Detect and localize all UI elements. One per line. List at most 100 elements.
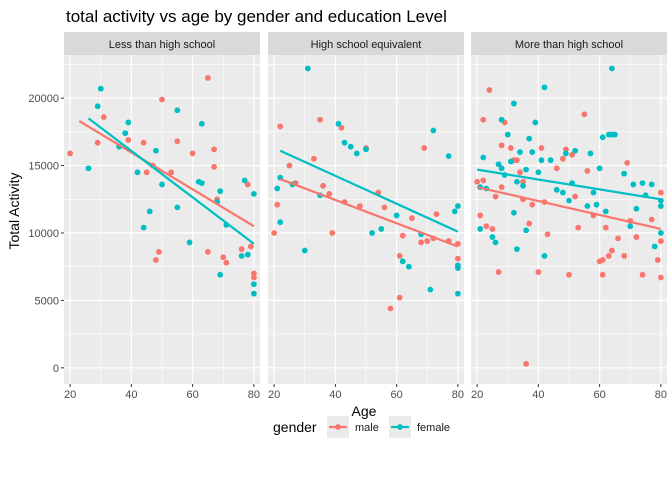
- data-point-female: [559, 189, 566, 196]
- data-point-male: [569, 151, 575, 158]
- data-point-female: [198, 180, 205, 186]
- data-point-female: [596, 165, 603, 172]
- data-point-female: [529, 149, 536, 155]
- data-point-male: [584, 168, 591, 174]
- x-tick-label: 60: [594, 389, 606, 401]
- data-point-male: [602, 224, 609, 231]
- data-point-male: [454, 255, 461, 262]
- data-point-male: [250, 270, 257, 277]
- data-point-male: [277, 123, 284, 130]
- data-point-male: [657, 274, 664, 281]
- data-point-male: [559, 155, 566, 162]
- data-point-male: [274, 201, 281, 208]
- data-point-female: [277, 219, 284, 226]
- data-point-female: [587, 150, 594, 157]
- data-point-female: [648, 181, 655, 188]
- data-point-female: [198, 120, 205, 127]
- x-tick-label: 40: [125, 389, 137, 401]
- data-point-male: [654, 257, 661, 263]
- data-point-male: [538, 145, 545, 151]
- y-tick-label: 5000: [35, 295, 59, 307]
- legend-item-female: female: [389, 416, 450, 438]
- data-point-female: [538, 157, 545, 164]
- data-point-male: [498, 142, 505, 149]
- data-point-female: [599, 134, 606, 141]
- data-point-female: [238, 253, 245, 259]
- data-point-female: [427, 286, 434, 293]
- data-point-male: [477, 212, 484, 219]
- trend-line-female: [476, 168, 662, 201]
- data-point-female: [612, 131, 618, 138]
- data-point-male: [238, 246, 245, 253]
- data-point-female: [639, 180, 646, 186]
- data-point-male: [529, 201, 536, 208]
- data-point-male: [356, 203, 363, 209]
- facet-strip-label: Less than high school: [109, 39, 215, 51]
- data-point-male: [498, 184, 505, 191]
- data-point-male: [211, 164, 217, 170]
- data-point-female: [378, 226, 385, 232]
- data-point-male: [535, 269, 542, 275]
- data-point-male: [205, 75, 211, 81]
- data-point-female: [541, 253, 548, 259]
- data-point-female: [94, 103, 101, 110]
- data-point-female: [523, 227, 530, 234]
- x-tick-label: 40: [329, 389, 341, 401]
- data-point-male: [100, 114, 107, 120]
- x-tick-label: 40: [532, 389, 544, 401]
- data-point-female: [553, 186, 560, 193]
- data-point-female: [590, 189, 597, 196]
- data-point-male: [94, 139, 101, 146]
- series-female: [274, 65, 461, 297]
- data-point-female: [134, 169, 141, 176]
- facet-strip: [64, 32, 260, 55]
- data-point-male: [317, 116, 323, 123]
- data-point-female: [627, 223, 634, 230]
- data-point-male: [320, 182, 327, 189]
- data-point-male: [553, 165, 560, 172]
- data-point-female: [174, 107, 181, 114]
- data-point-female: [451, 208, 458, 215]
- data-point-male: [329, 230, 336, 236]
- data-point-female: [572, 147, 579, 154]
- data-point-female: [146, 208, 153, 215]
- data-point-male: [421, 145, 428, 151]
- data-point-male: [599, 271, 606, 278]
- data-point-male: [338, 124, 345, 131]
- data-point-male: [396, 294, 403, 301]
- data-point-female: [630, 181, 637, 188]
- data-point-female: [159, 181, 165, 188]
- legend-label: male: [355, 422, 379, 434]
- trend-line-male: [279, 178, 459, 248]
- data-point-male: [271, 230, 278, 236]
- data-point-male: [639, 271, 646, 278]
- x-tick-label: 80: [655, 389, 667, 401]
- data-point-female: [250, 290, 257, 297]
- data-point-female: [122, 130, 129, 137]
- data-point-male: [605, 253, 612, 259]
- facet-panel: Less than high school 20 40 60 80: [64, 32, 260, 401]
- data-point-female: [633, 205, 640, 212]
- data-point-male: [189, 150, 196, 157]
- facet-strip-label: More than high school: [515, 39, 623, 51]
- legend-key-point: [397, 424, 403, 430]
- data-point-female: [541, 84, 548, 91]
- data-point-female: [593, 201, 600, 208]
- data-point-male: [489, 226, 496, 232]
- data-point-female: [608, 65, 615, 72]
- data-point-male: [247, 243, 254, 250]
- data-point-male: [156, 248, 162, 255]
- data-point-male: [648, 216, 655, 223]
- data-point-male: [399, 232, 406, 239]
- data-point-female: [526, 135, 533, 142]
- legend-items: male female: [327, 416, 450, 438]
- facet-panel: High school equivalent 20 40 60 80: [268, 32, 464, 401]
- data-point-female: [566, 197, 572, 204]
- data-point-female: [241, 177, 248, 184]
- data-point-female: [520, 182, 526, 189]
- data-point-male: [387, 305, 394, 312]
- data-point-female: [657, 203, 664, 209]
- data-point-female: [301, 247, 308, 254]
- data-point-male: [633, 234, 640, 240]
